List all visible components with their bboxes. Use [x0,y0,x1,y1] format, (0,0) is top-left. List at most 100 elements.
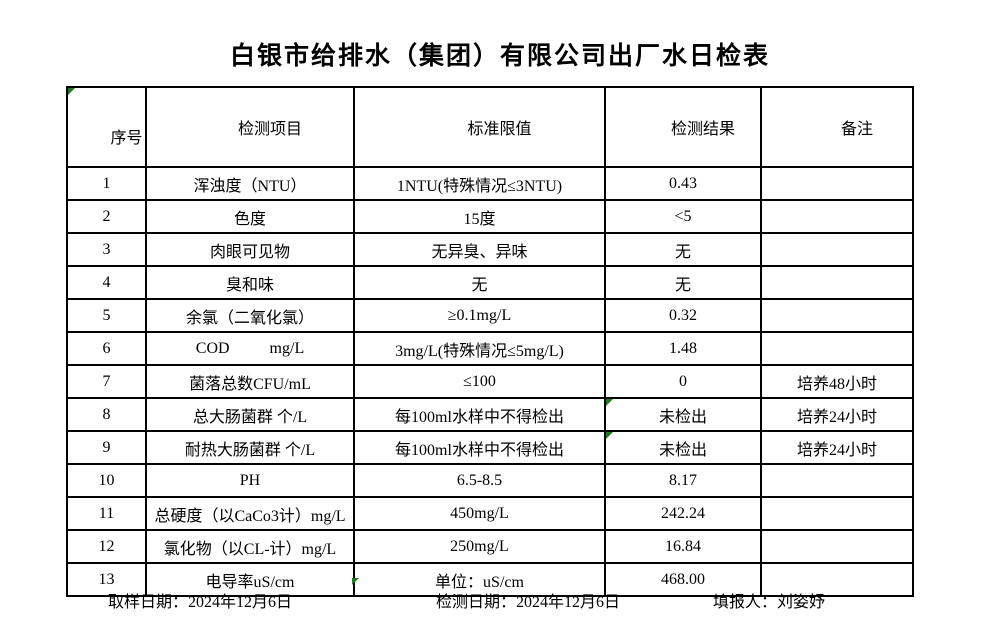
cell-no[interactable]: 11 [66,496,147,531]
table-row: 12 氯化物（以CL-计）mg/L 250mg/L 16.84 [66,529,914,564]
header-label: 标准限值 [467,121,532,138]
cell-no[interactable]: 4 [66,265,147,300]
cell-remark[interactable]: 培养24小时 [760,430,914,465]
cell-item[interactable]: 菌落总数CFU/mL [145,364,355,399]
cell-result[interactable]: 0.43 [604,166,762,201]
cell-no[interactable]: 5 [66,298,147,333]
green-marker-icon [352,578,359,585]
cell-no[interactable]: 10 [66,463,147,498]
cell-item[interactable]: COD mg/L [145,331,355,366]
cell-limit[interactable]: 6.5-8.5 [353,463,606,498]
reporter: 填报人：刘姿妤 [713,588,825,612]
cell-item[interactable]: PH [145,463,355,498]
cell-limit[interactable]: 每100ml水样中不得检出 [353,397,606,432]
sampling-date: 取样日期：2024年12月6日 [108,588,292,612]
cell-result[interactable]: 无 [604,232,762,267]
testing-date-label: 检测日期： [436,594,517,611]
cell-result[interactable]: 0.32 [604,298,762,333]
header-label: 检测项目 [237,121,302,138]
cell-item[interactable]: 浑浊度（NTU） [145,166,355,201]
testing-date: 检测日期：2024年12月6日 [436,588,620,612]
cell-item[interactable]: 总大肠菌群 个/L [145,397,355,432]
cell-remark[interactable] [760,166,914,201]
header-label: 序号 [110,130,143,147]
cell-no[interactable]: 12 [66,529,147,564]
cell-result[interactable]: 未检出 [604,430,762,465]
cell-result[interactable]: 468.00 [604,562,762,597]
reporter-value: 刘姿妤 [777,594,826,611]
cell-remark[interactable] [760,232,914,267]
cell-item[interactable]: 总硬度（以CaCo3计）mg/L [145,496,355,531]
cell-no[interactable]: 1 [66,166,147,201]
cell-result[interactable]: 1.48 [604,331,762,366]
cell-remark[interactable] [760,298,914,333]
cell-result[interactable]: 0 [604,364,762,399]
cell-no[interactable]: 13 [66,562,147,597]
cell-item[interactable]: 耐热大肠菌群 个/L [145,430,355,465]
cell-result[interactable]: 未检出 [604,397,762,432]
cell-remark[interactable] [760,562,914,597]
cell-remark[interactable]: 培养48小时 [760,364,914,399]
cell-limit[interactable]: 单位：uS/cm [353,562,606,597]
header-label: 检测结果 [670,121,735,138]
cell-item[interactable]: 肉眼可见物 [145,232,355,267]
cell-limit[interactable]: 250mg/L [353,529,606,564]
table-row: 11 总硬度（以CaCo3计）mg/L 450mg/L 242.24 [66,496,914,531]
cell-item[interactable]: 氯化物（以CL-计）mg/L [145,529,355,564]
cell-remark[interactable] [760,496,914,531]
cell-limit[interactable]: 450mg/L [353,496,606,531]
cell-no[interactable]: 8 [66,397,147,432]
cell-item[interactable]: 余氯（二氧化氯） [145,298,355,333]
table-row: 2 色度 15度 <5 [66,199,914,234]
cell-item[interactable]: 电导率uS/cm [145,562,355,597]
cell-remark[interactable] [760,199,914,234]
cell-no[interactable]: 2 [66,199,147,234]
testing-date-value: 2024年12月6日 [516,594,621,611]
header-cell-item[interactable]: 检测项目 [145,86,355,168]
cell-result[interactable]: 无 [604,265,762,300]
cell-remark[interactable] [760,529,914,564]
cell-limit[interactable]: 无异臭、异味 [353,232,606,267]
reporter-label: 填报人： [713,594,778,611]
cell-result[interactable]: 16.84 [604,529,762,564]
cell-item[interactable]: 臭和味 [145,265,355,300]
table-row: 13 电导率uS/cm 单位：uS/cm 468.00 [66,562,914,597]
cell-remark[interactable] [760,463,914,498]
cell-limit[interactable]: 每100ml水样中不得检出 [353,430,606,465]
cell-limit[interactable]: ≤100 [353,364,606,399]
table-row: 6 COD mg/L 3mg/L(特殊情况≤5mg/L) 1.48 [66,331,914,366]
cell-result[interactable]: 8.17 [604,463,762,498]
inspection-table: 序号 检测项目 标准限值 检测结果 备注 1 浑浊度（NTU） 1NTU(特殊情况≤… [66,86,914,597]
header-cell-remark[interactable]: 备注 [760,86,914,168]
table-row: 10 PH 6.5-8.5 8.17 [66,463,914,498]
cell-limit[interactable]: 1NTU(特殊情况≤3NTU) [353,166,606,201]
cell-no[interactable]: 6 [66,331,147,366]
cell-remark[interactable] [760,265,914,300]
cell-no[interactable]: 7 [66,364,147,399]
table-row: 8 总大肠菌群 个/L 每100ml水样中不得检出 未检出 培养24小时 [66,397,914,432]
table-row: 7 菌落总数CFU/mL ≤100 0 培养48小时 [66,364,914,399]
header-cell-limit[interactable]: 标准限值 [353,86,606,168]
table-row: 4 臭和味无无 [66,265,914,300]
cell-limit[interactable]: ≥0.1mg/L [353,298,606,333]
table-header-row: 序号 检测项目 标准限值 检测结果 备注 [66,86,914,168]
cell-no[interactable]: 9 [66,430,147,465]
page-title: 白银市给排水（集团）有限公司出厂水日检表 [229,43,770,70]
error-indicator-icon [69,89,75,95]
cell-remark[interactable]: 培养24小时 [760,397,914,432]
cell-limit[interactable]: 15度 [353,199,606,234]
cell-result[interactable]: 242.24 [604,496,762,531]
table-row: 1 浑浊度（NTU） 1NTU(特殊情况≤3NTU) 0.43 [66,166,914,201]
cell-limit[interactable]: 无 [353,265,606,300]
table-row: 3 肉眼可见物 无异臭、异味无 [66,232,914,267]
cell-remark[interactable] [760,331,914,366]
error-indicator-icon [607,400,613,406]
header-cell-result[interactable]: 检测结果 [604,86,762,168]
cell-limit[interactable]: 3mg/L(特殊情况≤5mg/L) [353,331,606,366]
cell-result[interactable]: <5 [604,199,762,234]
cell-item[interactable]: 色度 [145,199,355,234]
header-label: 备注 [840,121,873,138]
cell-no[interactable]: 3 [66,232,147,267]
header-cell-no[interactable]: 序号 [66,86,147,168]
